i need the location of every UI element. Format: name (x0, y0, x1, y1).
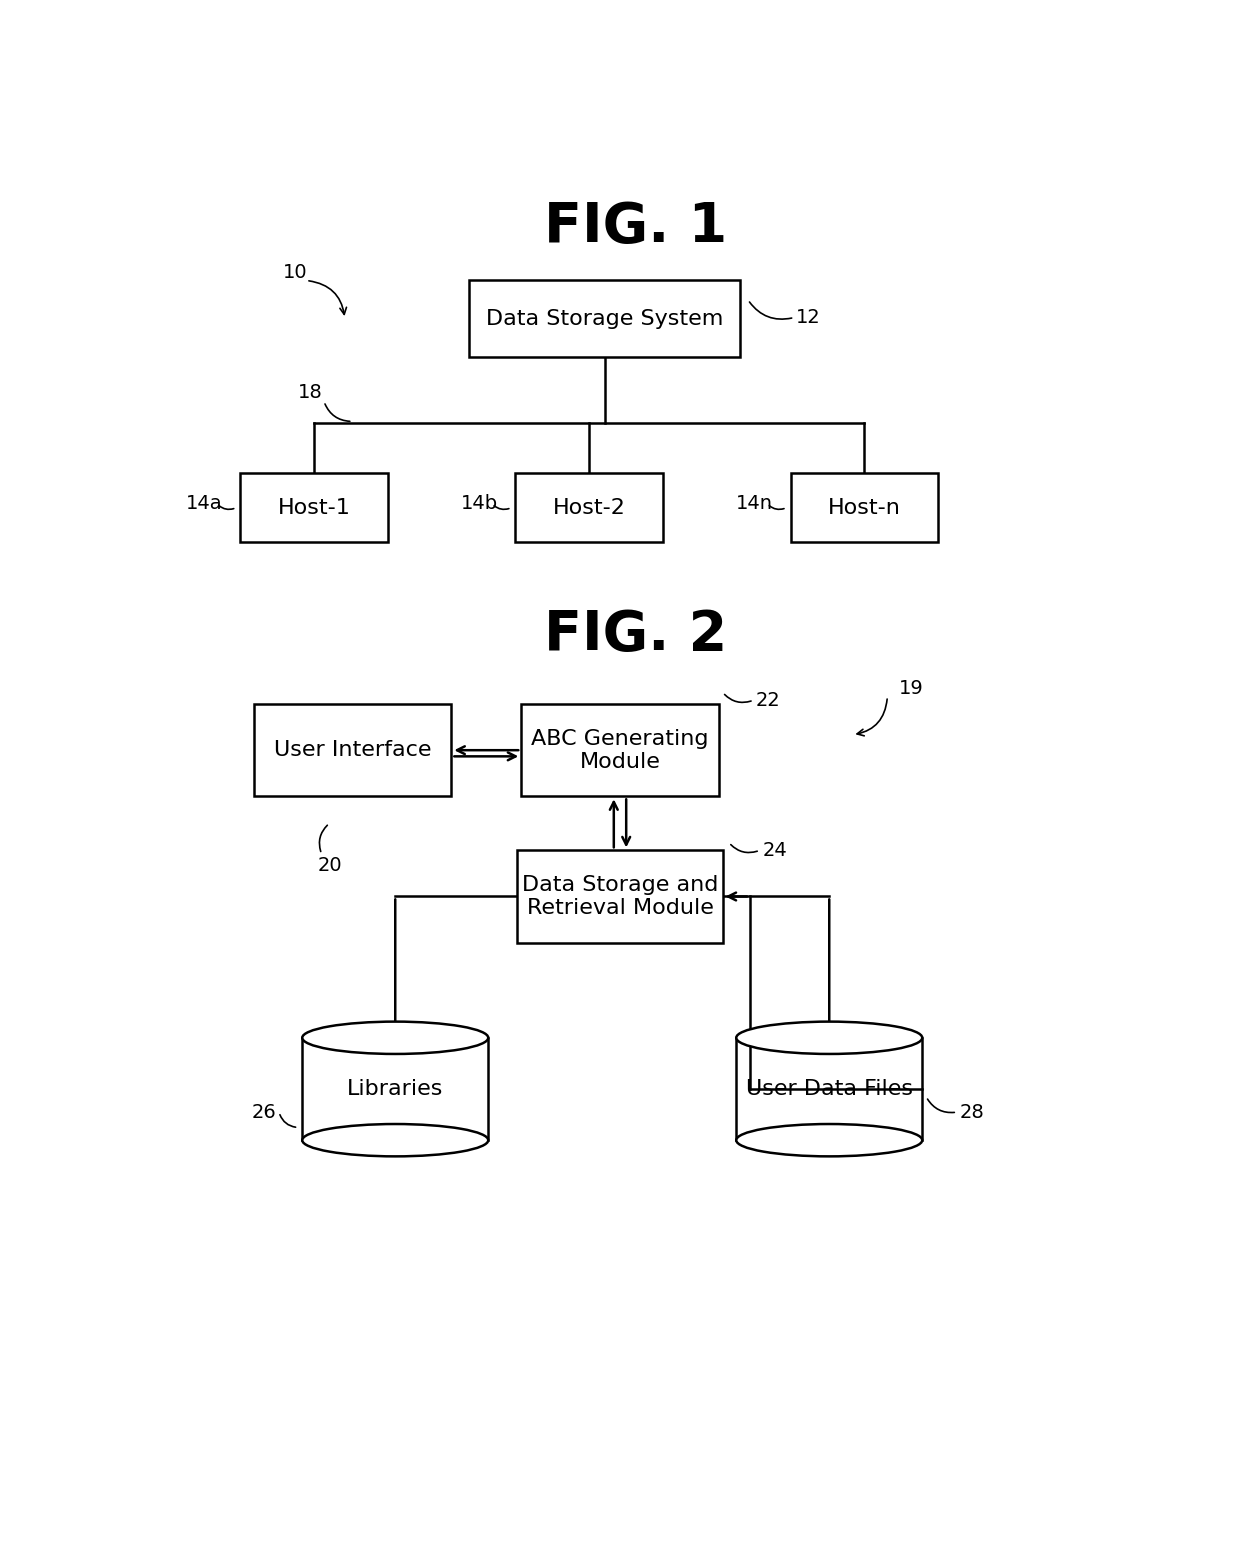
Text: 20: 20 (317, 855, 342, 876)
FancyBboxPatch shape (254, 704, 451, 796)
Text: 19: 19 (899, 679, 924, 698)
Text: Data Storage and
Retrieval Module: Data Storage and Retrieval Module (522, 874, 718, 918)
Text: ABC Generating
Module: ABC Generating Module (531, 729, 709, 771)
Text: FIG. 1: FIG. 1 (544, 200, 727, 253)
Text: 18: 18 (299, 382, 324, 401)
Ellipse shape (737, 1021, 923, 1054)
Text: 24: 24 (763, 841, 787, 860)
Text: 14b: 14b (461, 495, 498, 514)
Text: Libraries: Libraries (347, 1079, 444, 1099)
FancyBboxPatch shape (241, 473, 387, 542)
Text: 26: 26 (252, 1102, 277, 1122)
Text: Host-n: Host-n (827, 498, 900, 518)
FancyBboxPatch shape (516, 473, 662, 542)
FancyBboxPatch shape (469, 281, 740, 357)
Ellipse shape (303, 1021, 489, 1054)
Text: Host-1: Host-1 (278, 498, 351, 518)
Ellipse shape (737, 1124, 923, 1157)
Text: Data Storage System: Data Storage System (486, 309, 723, 329)
FancyBboxPatch shape (521, 704, 719, 796)
Text: User Data Files: User Data Files (745, 1079, 913, 1099)
Text: Host-2: Host-2 (553, 498, 625, 518)
Text: User Interface: User Interface (274, 740, 432, 760)
Text: FIG. 2: FIG. 2 (544, 607, 727, 662)
FancyBboxPatch shape (517, 851, 723, 943)
Text: 12: 12 (796, 308, 821, 326)
Text: 14n: 14n (737, 495, 774, 514)
Text: 22: 22 (756, 690, 781, 710)
Text: 10: 10 (283, 264, 308, 283)
Text: 28: 28 (960, 1102, 985, 1122)
Ellipse shape (303, 1124, 489, 1157)
Text: 14a: 14a (186, 495, 223, 514)
FancyBboxPatch shape (791, 473, 937, 542)
